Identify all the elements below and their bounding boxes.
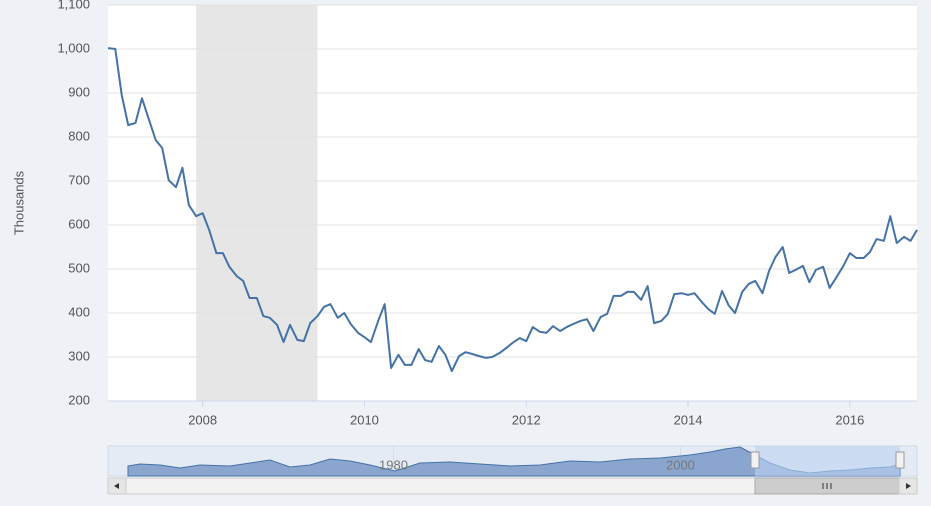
navigator-handle[interactable] (750, 451, 760, 469)
recession-band (196, 5, 318, 401)
y-axis-label: Thousands (11, 170, 26, 235)
x-tick-label: 2010 (350, 412, 379, 427)
scroll-right-arrow (906, 483, 911, 489)
navigator-selection[interactable] (755, 446, 900, 476)
data-line (107, 47, 918, 373)
y-tick-label: 1,000 (57, 40, 90, 55)
y-tick-label: 800 (68, 128, 90, 143)
x-tick-label: 2016 (835, 412, 864, 427)
y-tick-label: 700 (68, 172, 90, 187)
y-tick-label: 400 (68, 304, 90, 319)
x-tick-label: 2008 (188, 412, 217, 427)
y-tick-label: 900 (68, 84, 90, 99)
scrollbar-grip (822, 483, 832, 489)
y-tick-label: 200 (68, 392, 90, 407)
scroll-left-arrow (114, 483, 119, 489)
y-tick-label: 1,100 (57, 0, 90, 11)
navigator-handle[interactable] (895, 451, 905, 469)
y-tick-label: 600 (68, 216, 90, 231)
navigator-tick-label: 2000 (666, 457, 695, 472)
y-tick-label: 300 (68, 348, 90, 363)
x-tick-label: 2012 (512, 412, 541, 427)
x-tick-label: 2014 (674, 412, 703, 427)
navigator-tick-label: 1980 (379, 457, 408, 472)
y-tick-label: 500 (68, 260, 90, 275)
